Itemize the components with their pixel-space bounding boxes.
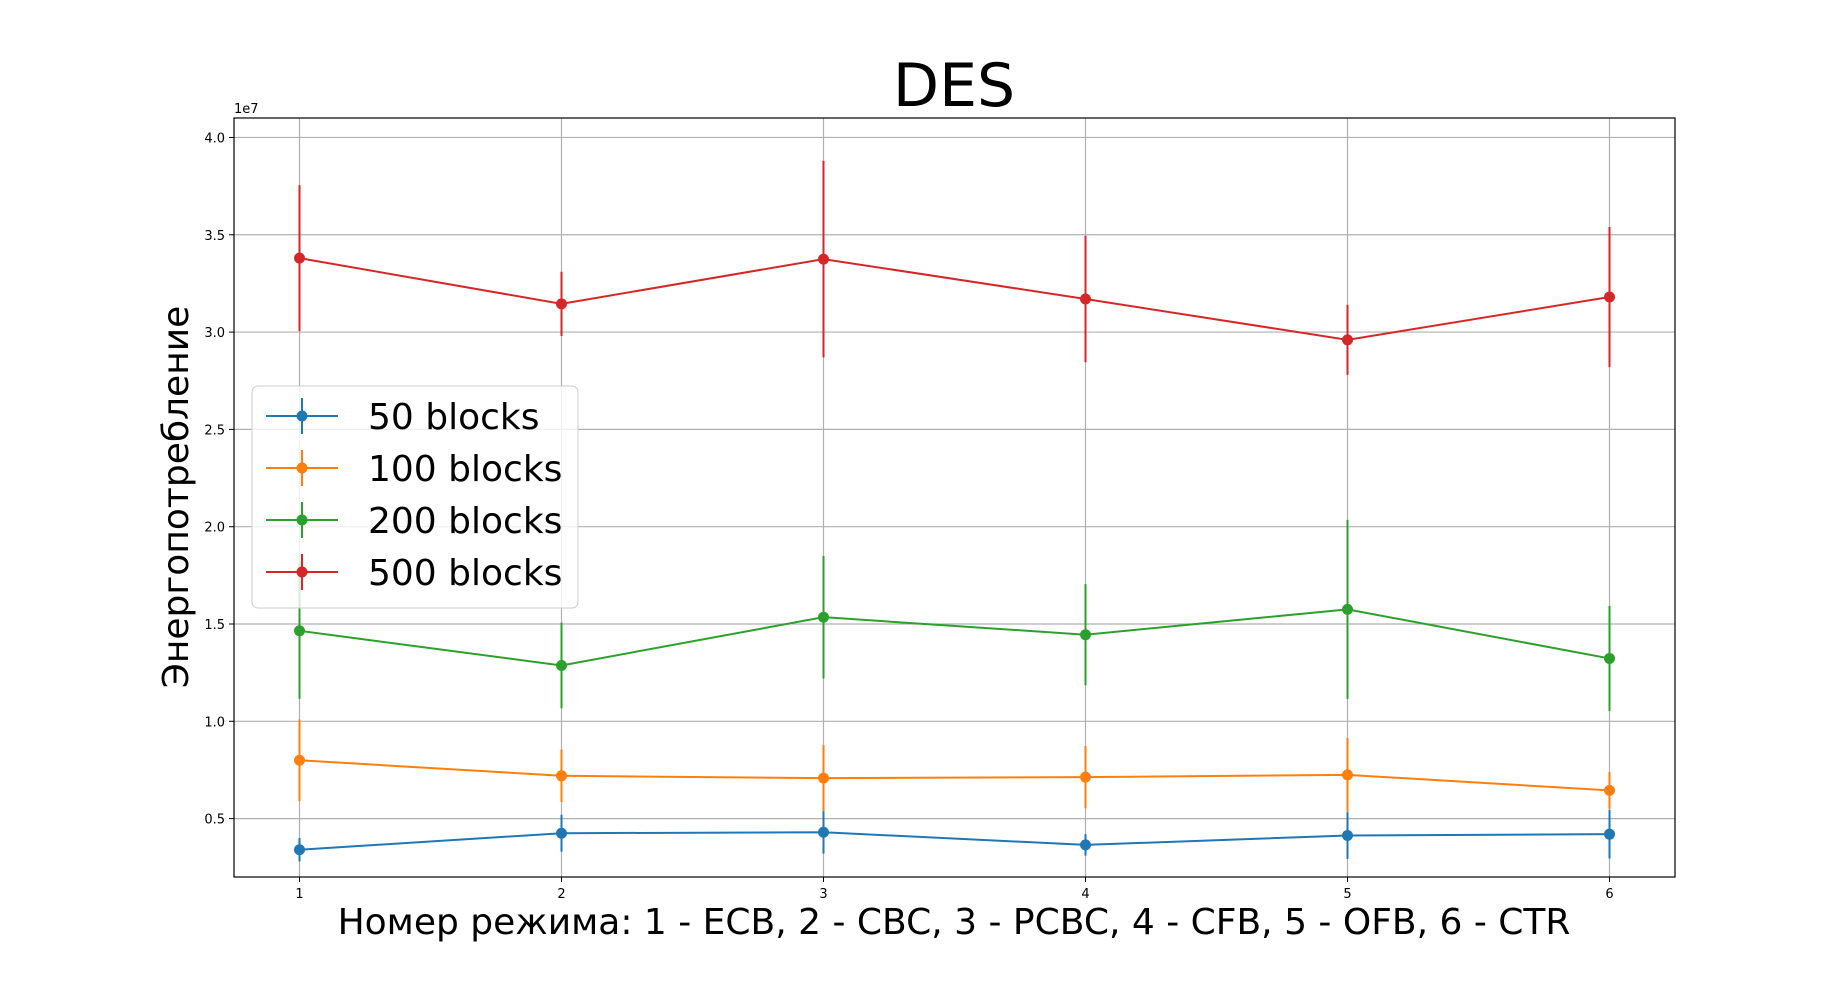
y-tick-label: 1.0 — [204, 715, 225, 730]
data-point — [1342, 334, 1353, 346]
data-point — [556, 770, 567, 782]
data-point — [294, 625, 305, 637]
x-axis-label: Номер режима: 1 - ECB, 2 - CBC, 3 - PCBC… — [338, 902, 1571, 943]
data-point — [294, 844, 305, 856]
data-point — [1342, 769, 1353, 781]
data-point — [556, 659, 567, 671]
legend-entry: 500 blocks — [266, 553, 562, 594]
legend-label: 50 blocks — [368, 397, 540, 438]
y-tick-label: 2.0 — [204, 521, 225, 536]
legend-box — [251, 385, 579, 609]
data-point — [1080, 771, 1091, 783]
data-point — [818, 826, 829, 838]
data-point — [1080, 629, 1091, 641]
data-point — [294, 754, 305, 766]
series-1 — [294, 719, 1615, 812]
legend-marker — [296, 514, 308, 526]
y-tick-label: 4.0 — [204, 131, 225, 146]
data-point — [1080, 293, 1091, 305]
data-point — [1342, 830, 1353, 842]
data-point — [556, 298, 567, 310]
y-tick-label: 1.5 — [204, 618, 225, 633]
data-point — [1080, 839, 1091, 851]
series-3 — [294, 160, 1615, 375]
y-tick-label: 0.5 — [204, 813, 225, 828]
data-point — [1342, 603, 1353, 615]
series-2 — [294, 519, 1615, 711]
data-point — [818, 772, 829, 784]
series-line — [299, 759, 1610, 792]
y-tick-label: 2.5 — [204, 423, 225, 438]
data-point — [556, 827, 567, 839]
series-line — [299, 257, 1610, 341]
legend: 50 blocks 100 blocks 200 blocks 500 blocks — [251, 385, 579, 609]
data-point — [818, 611, 829, 623]
series-line — [299, 608, 1610, 667]
plot-frame — [233, 117, 1676, 878]
y-tick-label: 3.5 — [204, 229, 225, 244]
x-tick-label: 5 — [1343, 887, 1351, 902]
x-tick-label: 3 — [819, 887, 827, 902]
x-tick-label: 4 — [1081, 887, 1089, 902]
series-0 — [294, 809, 1615, 862]
legend-marker — [296, 410, 308, 422]
tick-layer: 1 2 3 4 5 6 0.5 1.0 1.5 2.0 2.5 3.0 3.5 4.0 — [204, 131, 1613, 902]
series-layer — [294, 160, 1615, 862]
legend-entry: 200 blocks — [266, 501, 562, 542]
data-point — [1604, 291, 1615, 303]
data-point — [294, 252, 305, 264]
y-tick-label: 3.0 — [204, 326, 225, 341]
data-point — [1604, 652, 1615, 664]
legend-marker — [296, 566, 308, 578]
y-axis-offset-label: 1e7 — [234, 102, 259, 117]
legend-label: 500 blocks — [368, 553, 562, 594]
data-point — [1604, 828, 1615, 840]
y-axis-label: Энергопотребление — [156, 306, 197, 689]
x-tick-label: 6 — [1605, 887, 1613, 902]
series-line — [299, 831, 1610, 851]
legend-label: 200 blocks — [368, 501, 562, 542]
x-tick-label: 2 — [557, 887, 565, 902]
legend-entry: 100 blocks — [266, 449, 562, 490]
legend-label: 100 blocks — [368, 449, 562, 490]
chart-title: DES — [893, 51, 1015, 121]
data-point — [818, 253, 829, 265]
x-tick-label: 1 — [295, 887, 303, 902]
legend-marker — [296, 462, 308, 474]
legend-entry: 50 blocks — [266, 397, 540, 438]
data-point — [1604, 784, 1615, 796]
